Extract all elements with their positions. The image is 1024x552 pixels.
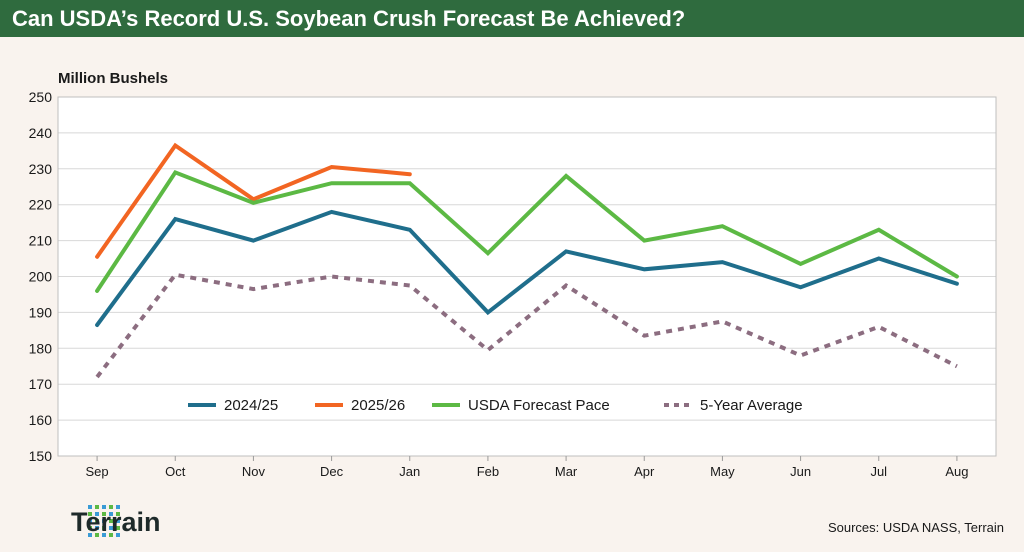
y-tick-label-190: 190 [29, 304, 53, 320]
logo-dot [88, 526, 92, 530]
logo-dot [95, 505, 99, 509]
logo-dot [88, 505, 92, 509]
logo-dot [95, 512, 99, 516]
terrain-logo-text: Terrain [71, 507, 161, 537]
x-tick-label-jan: Jan [399, 464, 420, 479]
logo-dot [88, 512, 92, 516]
logo-dot [109, 526, 113, 530]
y-axis-label: Million Bushels [58, 70, 169, 87]
x-tick-label-oct: Oct [165, 464, 186, 479]
y-tick-label-210: 210 [29, 233, 53, 249]
logo-dot [88, 519, 92, 523]
x-tick-label-dec: Dec [320, 464, 344, 479]
y-tick-label-200: 200 [29, 269, 53, 285]
legend-label-2025-26: 2025/26 [351, 397, 405, 414]
x-tick-label-aug: Aug [945, 464, 968, 479]
logo-dot [88, 533, 92, 537]
y-tick-label-150: 150 [29, 448, 53, 464]
y-tick-label-240: 240 [29, 125, 53, 141]
line-chart: 150 160 170 180 190 200 210 220 230 240 250 Sep Oct N… [29, 89, 997, 479]
legend-label-2024-25: 2024/25 [224, 397, 278, 414]
y-tick-label-220: 220 [29, 197, 53, 213]
chart-title: Can USDA’s Record U.S. Soybean Crush For… [12, 6, 686, 31]
logo-dot [102, 505, 106, 509]
logo-dot [109, 533, 113, 537]
terrain-logo-icon [88, 505, 120, 537]
series-line-5-year-average [95, 272, 958, 379]
logo-dot [109, 519, 113, 523]
legend-label-usda-forecast-pace: USDA Forecast Pace [468, 397, 610, 414]
title-bar: Can USDA’s Record U.S. Soybean Crush For… [0, 0, 1024, 37]
logo-dot [116, 526, 120, 530]
logo-dot [102, 519, 106, 523]
x-tick-label-jun: Jun [790, 464, 811, 479]
logo-dot [116, 512, 120, 516]
y-tick-label-250: 250 [29, 89, 53, 105]
x-tick-label-may: May [710, 464, 735, 479]
logo-dot [116, 519, 120, 523]
x-tick-label-mar: Mar [555, 464, 578, 479]
sources-note: Sources: USDA NASS, Terrain [827, 520, 1004, 535]
x-tick-label-nov: Nov [242, 464, 266, 479]
logo-dot [116, 505, 120, 509]
logo-dot [109, 505, 113, 509]
logo-dot [102, 512, 106, 516]
y-tick-label-180: 180 [29, 340, 53, 356]
series-line-2024-25 [95, 209, 959, 327]
series-line-usda-forecast-pace [95, 169, 959, 293]
logo-dot [102, 533, 106, 537]
series-line-2025-26 [95, 142, 412, 259]
logo-dot [95, 526, 99, 530]
logo-dot [95, 533, 99, 537]
plot-frame [57, 96, 997, 457]
x-tick-label-jul: Jul [870, 464, 887, 479]
x-tick-label-feb: Feb [477, 464, 499, 479]
y-tick-label-230: 230 [29, 161, 53, 177]
logo-dot [102, 526, 106, 530]
logo-dot [95, 519, 99, 523]
y-tick-label-160: 160 [29, 412, 53, 428]
logo-dot [109, 512, 113, 516]
x-tick-label-apr: Apr [634, 464, 655, 479]
x-tick-label-sep: Sep [86, 464, 109, 479]
y-tick-label-170: 170 [29, 376, 53, 392]
logo-dot [116, 533, 120, 537]
legend-label-5-year-average: 5-Year Average [700, 397, 803, 414]
